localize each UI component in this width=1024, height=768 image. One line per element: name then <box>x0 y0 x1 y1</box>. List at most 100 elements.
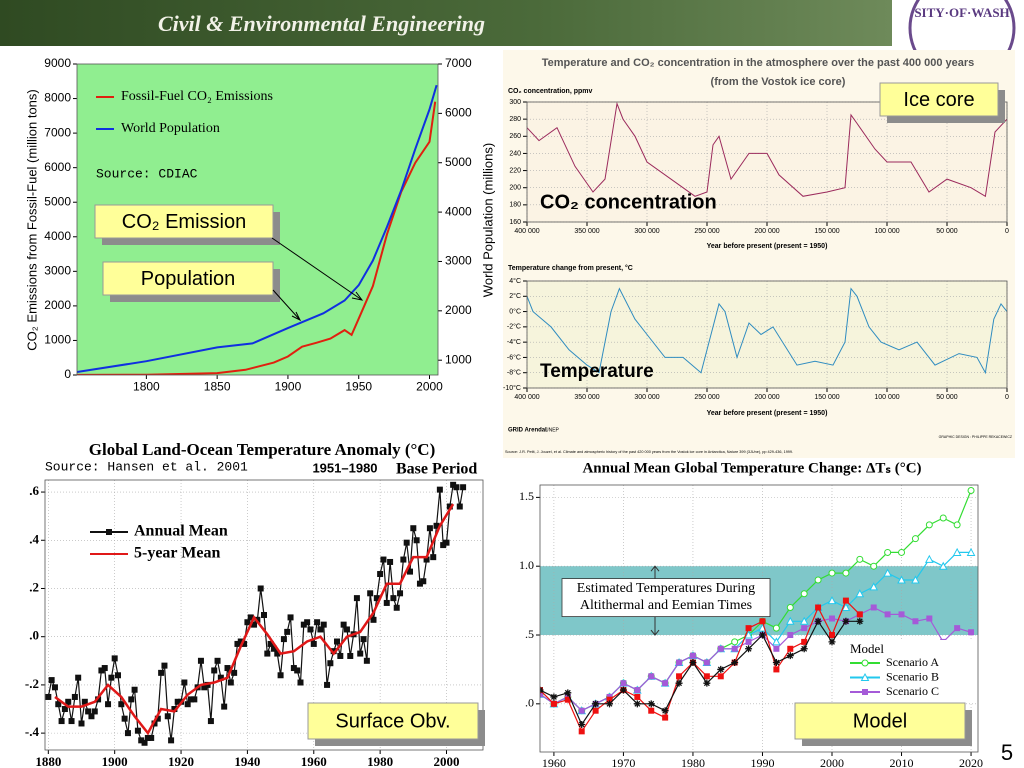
callout <box>307 702 479 740</box>
marker <box>772 637 781 646</box>
marker <box>191 696 198 703</box>
marker <box>436 486 443 493</box>
marker <box>703 679 711 687</box>
marker <box>134 727 141 734</box>
marker <box>407 568 413 575</box>
y-tick-label: 0 <box>64 367 71 381</box>
band-label: Altithermal and Eemian Times <box>580 598 752 613</box>
callout-label: Surface Obv. <box>335 710 450 732</box>
marker <box>51 684 58 691</box>
marker <box>856 617 864 625</box>
y-axis-title: Temperature change from present, °C <box>508 264 633 272</box>
y-tick-label: .0 <box>525 696 534 710</box>
callout <box>102 261 274 296</box>
marker <box>703 659 710 666</box>
marker <box>661 707 669 715</box>
marker <box>48 677 55 684</box>
marker <box>453 484 460 491</box>
marker <box>257 585 264 592</box>
source: Source: CDIAC <box>96 166 198 181</box>
marker <box>676 659 683 666</box>
marker <box>828 638 836 646</box>
x-axis-title: Year before present (present = 1950) <box>707 243 828 250</box>
marker <box>397 590 404 597</box>
legend-label: Fossil-Fuel CO₂ Emissions <box>121 89 273 104</box>
chart-title: Temperature and CO₂ concentration in the… <box>542 57 975 69</box>
marker <box>367 590 374 597</box>
callout-label: Model <box>853 710 907 732</box>
marker <box>360 636 367 643</box>
marker <box>731 638 739 646</box>
marker <box>227 679 234 686</box>
marker <box>161 662 168 669</box>
callout-label: Population <box>141 268 236 290</box>
legend-label: Annual Mean <box>134 523 228 540</box>
marker <box>460 484 467 491</box>
marker <box>592 707 599 714</box>
marker <box>294 667 301 674</box>
marker <box>78 720 85 727</box>
marker <box>353 595 360 602</box>
marker <box>284 628 291 635</box>
marker <box>648 707 655 714</box>
marker <box>413 537 420 544</box>
marker <box>829 615 835 622</box>
y2-tick-label: 2000 <box>445 303 472 317</box>
y2-tick-label: 5000 <box>445 155 472 169</box>
marker <box>862 689 868 695</box>
marker <box>214 657 221 664</box>
marker <box>744 630 753 639</box>
marker <box>244 619 251 626</box>
marker <box>443 539 450 546</box>
callout <box>879 82 999 117</box>
marker <box>197 657 204 664</box>
marker <box>420 578 427 585</box>
legend-title: Model <box>850 641 884 656</box>
marker <box>953 521 961 529</box>
marker <box>939 514 947 522</box>
marker <box>799 616 809 625</box>
annotation: Temperature <box>540 361 654 382</box>
marker <box>578 720 586 728</box>
marker <box>828 569 836 577</box>
y-tick-label: -6°C <box>507 353 521 361</box>
marker <box>75 674 82 681</box>
y-tick-label: 9000 <box>44 56 71 70</box>
marker <box>168 737 175 744</box>
base-period: 1951–1980 <box>312 460 377 475</box>
marker <box>689 652 696 659</box>
y-tick-label: 3000 <box>44 264 71 278</box>
y2-axis-title: World Population (millions) <box>480 143 495 297</box>
marker <box>334 638 340 645</box>
y-tick-label: -.4 <box>25 724 40 739</box>
chart-title: Global Land-Ocean Temperature Anomaly (°… <box>89 440 436 459</box>
series-line <box>54 503 455 736</box>
marker <box>105 701 112 708</box>
marker <box>841 602 851 611</box>
y-tick-label: 5000 <box>44 194 71 208</box>
marker <box>870 562 878 570</box>
marker <box>883 568 892 577</box>
marker <box>540 691 543 698</box>
x-tick-label: 1880 <box>35 754 61 768</box>
y-tick-label: .0 <box>29 628 39 643</box>
plot-frame <box>526 280 1008 389</box>
marker <box>550 700 557 707</box>
y-tick-label: 8000 <box>44 91 71 105</box>
marker <box>745 638 752 645</box>
marker <box>861 659 869 667</box>
header-title: Civil & Environmental Engineering <box>158 11 485 36</box>
chart-title: Annual Mean Global Temperature Change: Δ… <box>582 460 921 476</box>
marker <box>592 700 600 708</box>
marker <box>231 669 238 676</box>
marker <box>55 701 62 708</box>
series-line <box>77 101 437 375</box>
marker <box>717 645 724 652</box>
marker <box>181 679 188 686</box>
y-tick-label: 180 <box>509 202 521 209</box>
marker <box>634 693 641 700</box>
x-tick-label: 50 000 <box>936 394 958 401</box>
band-label-box <box>561 578 771 618</box>
marker <box>703 673 710 680</box>
